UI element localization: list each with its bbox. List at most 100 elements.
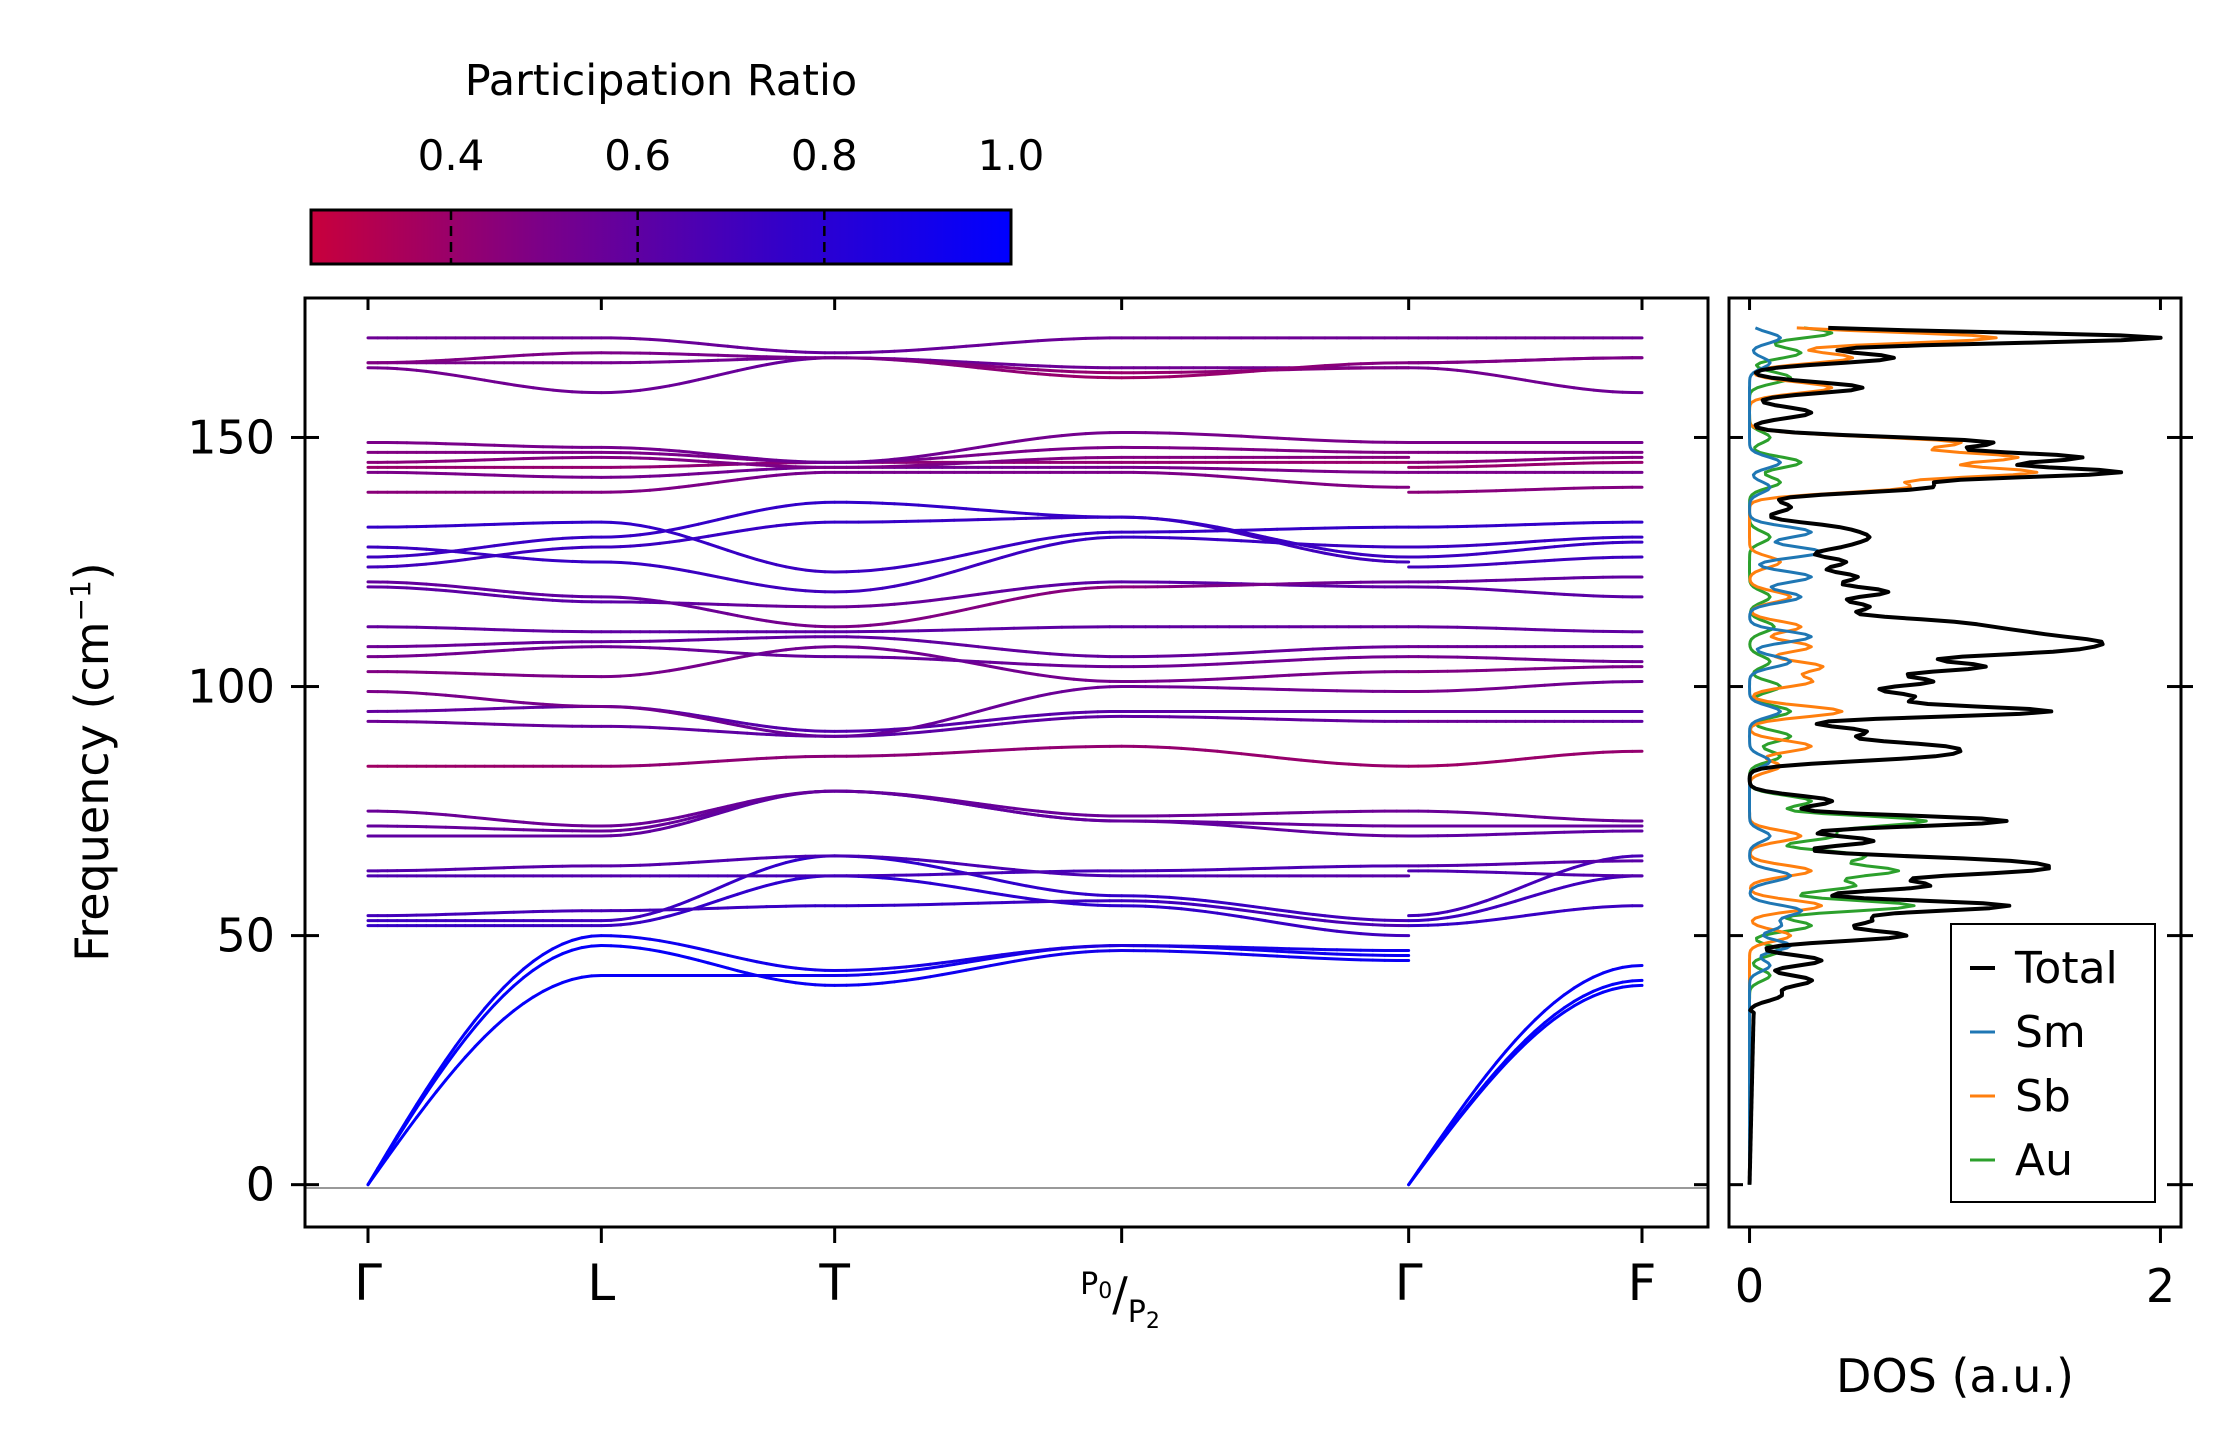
band-4-segment xyxy=(1416,918,1430,922)
band-30-segment xyxy=(1060,432,1076,438)
band-11-segment xyxy=(1359,763,1375,767)
band-17-segment xyxy=(1287,648,1303,652)
band-3-segment xyxy=(1323,928,1339,933)
band-16-segment xyxy=(726,650,739,655)
band-1-segment xyxy=(580,974,594,979)
band-11-segment xyxy=(1553,753,1566,758)
band-24-segment xyxy=(1048,534,1064,540)
band-34-segment xyxy=(667,339,681,344)
band-3-segment xyxy=(794,876,807,881)
band-2-segment xyxy=(1024,948,1040,954)
band-31-segment xyxy=(687,378,701,384)
band-29-segment xyxy=(687,453,701,458)
band-33-segment xyxy=(1299,364,1315,369)
band-33-segment xyxy=(1168,374,1183,379)
band-2-segment xyxy=(1611,965,1625,972)
band-23-segment xyxy=(735,579,749,585)
band-5-segment xyxy=(1144,899,1160,904)
band-31-segment xyxy=(638,387,652,392)
dos-lines xyxy=(1747,325,2163,1185)
band-1-segment xyxy=(424,1090,438,1107)
band-25-segment xyxy=(1227,475,1243,480)
band-0-segment xyxy=(1012,957,1028,963)
band-2-segment xyxy=(502,976,516,989)
band-15-segment xyxy=(804,645,817,650)
band-5-segment xyxy=(1455,905,1469,911)
band-0-segment xyxy=(1591,990,1605,998)
band-2-segment xyxy=(560,938,574,946)
band-25-segment xyxy=(1275,479,1291,484)
band-14-segment xyxy=(531,702,545,706)
band-30-segment xyxy=(1251,435,1267,439)
band-34-segment xyxy=(677,340,691,344)
band-1-segment xyxy=(483,1025,496,1039)
band-10-segment xyxy=(629,822,642,827)
band-28-segment xyxy=(755,463,769,467)
band-10-segment xyxy=(415,811,428,815)
band-21-segment xyxy=(551,546,564,551)
band-32-segment xyxy=(988,364,1004,369)
band-14-segment xyxy=(774,730,788,735)
band-24-segment xyxy=(1072,532,1088,537)
band-0-segment xyxy=(483,1003,496,1018)
band-11-segment xyxy=(964,749,980,754)
band-1-segment xyxy=(463,1045,477,1059)
band-3-segment xyxy=(1287,923,1303,928)
band-17-segment xyxy=(904,638,920,643)
band-21-segment xyxy=(1494,561,1508,566)
dos-x-tick-label: 0 xyxy=(1735,1259,1764,1313)
band-15-segment xyxy=(1072,677,1088,682)
band-14-segment xyxy=(1024,694,1040,701)
band-0-segment xyxy=(1048,952,1064,958)
band-14-segment xyxy=(1562,682,1576,686)
band-14-segment xyxy=(483,697,496,702)
band-10-segment xyxy=(916,794,932,799)
band-31-segment xyxy=(1000,362,1016,367)
band-10-segment xyxy=(424,811,438,816)
band-19-segment xyxy=(483,592,496,597)
band-3-segment xyxy=(1179,907,1195,912)
band-28-segment xyxy=(928,462,944,467)
band-5-segment xyxy=(1215,905,1231,910)
band-3-segment xyxy=(1024,896,1040,902)
band-14-segment xyxy=(638,706,652,712)
band-31-segment xyxy=(1455,368,1469,373)
band-19-segment xyxy=(1553,592,1566,596)
band-26-segment xyxy=(667,473,681,477)
band-2-segment xyxy=(784,965,798,970)
band-2-segment xyxy=(1036,947,1052,952)
band-24-segment xyxy=(716,545,730,552)
band-31-segment xyxy=(385,366,399,371)
band-1-segment xyxy=(1227,947,1243,951)
band-10-segment xyxy=(697,809,710,815)
band-34-segment xyxy=(916,347,932,352)
band-7-segment xyxy=(1060,872,1076,876)
band-14-segment xyxy=(1543,683,1556,687)
band-28-segment xyxy=(1012,458,1028,462)
band-2-segment xyxy=(794,966,807,971)
band-19-segment xyxy=(1012,586,1028,592)
band-8-segment xyxy=(1275,827,1291,832)
band-4-segment xyxy=(638,912,652,918)
band-32-segment xyxy=(1048,369,1064,373)
band-24-segment xyxy=(881,566,896,571)
band-0-segment xyxy=(473,1014,487,1029)
band-10-segment xyxy=(1543,815,1556,820)
band-4-segment xyxy=(706,886,720,895)
band-2-segment xyxy=(976,954,992,960)
band-22-segment xyxy=(1533,546,1547,551)
band-29-segment xyxy=(988,451,1004,456)
band-10-segment xyxy=(512,819,526,824)
band-23-segment xyxy=(845,589,861,594)
band-10-segment xyxy=(774,793,788,798)
band-4-segment xyxy=(892,858,908,864)
band-26-segment xyxy=(745,468,759,472)
band-22-segment xyxy=(726,513,739,519)
band-2-segment xyxy=(892,965,908,970)
band-21-segment xyxy=(541,547,555,552)
band-8-segment xyxy=(609,833,623,838)
band-14-segment xyxy=(892,727,908,733)
band-2-segment xyxy=(1582,975,1595,984)
band-16-segment xyxy=(928,657,944,662)
band-17-segment xyxy=(1060,653,1076,657)
